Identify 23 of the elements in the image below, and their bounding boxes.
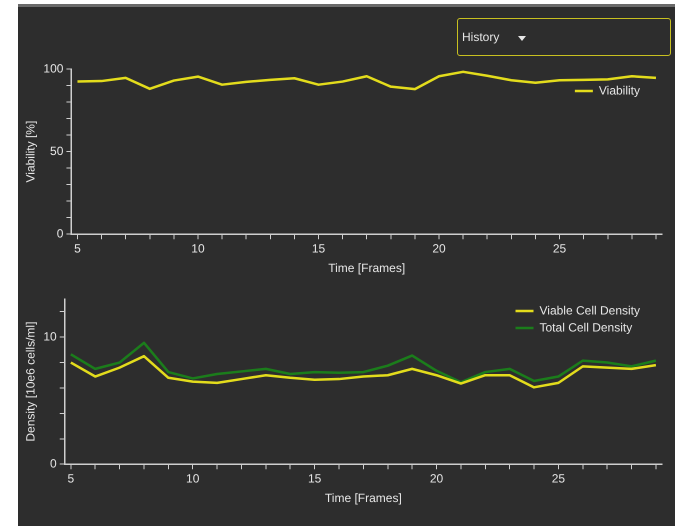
y-tick-label: 50: [50, 144, 64, 158]
y-tick-label: 0: [56, 226, 64, 241]
dropdown: History: [457, 18, 671, 56]
x-tick-label: 25: [552, 472, 566, 486]
x-tick-label: 15: [308, 472, 322, 486]
legend-label: Viability: [598, 83, 640, 98]
legend-label: Total Cell Density: [540, 320, 632, 334]
x-tick-label: 15: [312, 242, 326, 256]
y-tick-label: 100: [43, 61, 64, 76]
x-tick-label: 5: [68, 472, 74, 486]
x-axis-title: Time [Frames]: [328, 261, 406, 276]
x-axis-title: Time [Frames]: [324, 491, 402, 506]
y-axis-title: Viability [%]: [24, 120, 38, 183]
x-tick-label: 5: [74, 242, 82, 256]
x-tick-label: 20: [432, 242, 446, 256]
x-tick-label: 10: [191, 242, 205, 256]
legend-label: Viable Cell Density: [540, 303, 640, 318]
y-tick-label: 10: [43, 329, 58, 344]
x-tick-label: 20: [430, 472, 444, 486]
x-tick-label: 25: [552, 242, 567, 256]
x-tick-label: 10: [186, 472, 200, 486]
y-axis-title: Density [10e6 cells/ml]: [24, 322, 38, 442]
y-tick-label: 0: [50, 456, 58, 471]
